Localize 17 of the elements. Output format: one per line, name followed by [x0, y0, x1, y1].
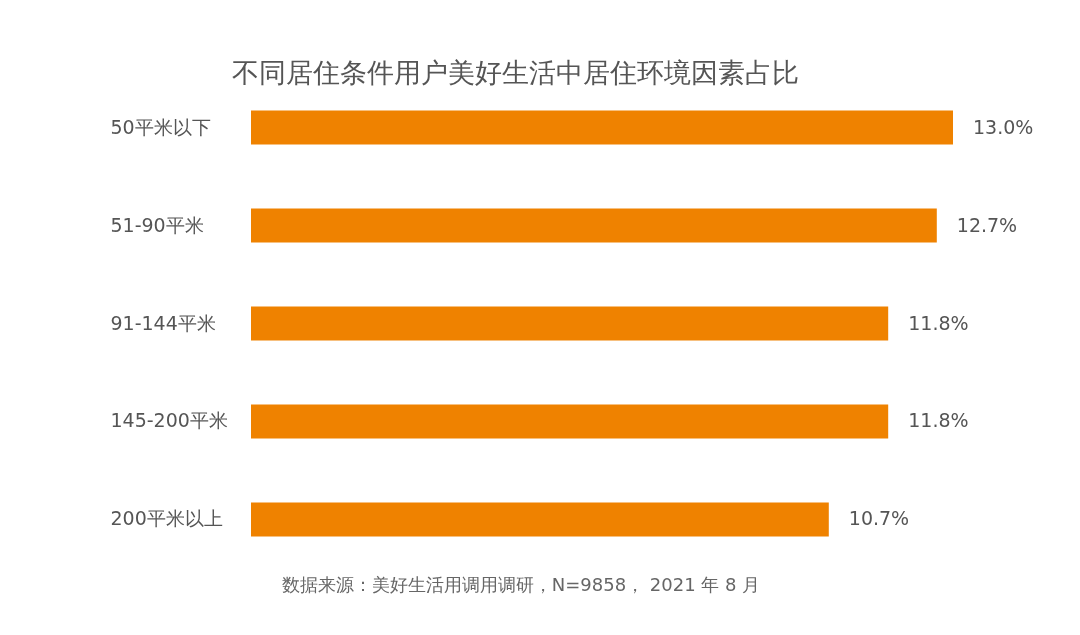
data-label: 11.8%	[908, 311, 969, 334]
y-tick-label: 145-200平米	[110, 409, 228, 432]
y-tick-label: 200平米以上	[110, 507, 223, 530]
y-tick-label: 51-90平米	[110, 213, 204, 236]
data-label: 11.8%	[908, 409, 969, 432]
bar	[251, 502, 829, 537]
data-label: 13.0%	[973, 115, 1034, 138]
chart-title: 不同居住条件用户美好生活中居住环境因素占比	[231, 57, 799, 88]
bar	[251, 306, 889, 341]
bar	[251, 110, 953, 145]
y-tick-label: 91-144平米	[110, 311, 216, 334]
data-label: 12.7%	[956, 213, 1018, 236]
data-label: 10.7%	[848, 507, 910, 530]
bar	[251, 208, 937, 243]
y-tick-label: 50平米以下	[110, 115, 211, 138]
source-note: 数据来源：美好生活用调用调研，N=9858， 2021 年 8 月	[281, 574, 761, 595]
bar	[251, 404, 889, 439]
